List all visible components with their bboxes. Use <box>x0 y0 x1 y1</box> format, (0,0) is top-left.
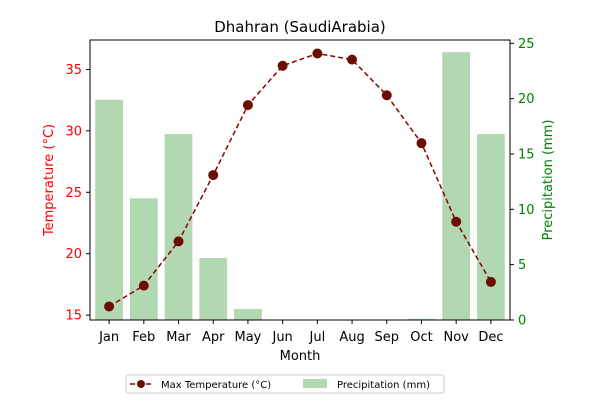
temperature-point-feb <box>138 280 149 291</box>
temperature-line <box>108 52 492 308</box>
right-y-tick-label: 15 <box>518 147 535 162</box>
precipitation-bars <box>95 52 505 321</box>
left-y-tick-label: 15 <box>65 309 82 324</box>
legend-bar-swatch <box>303 379 327 388</box>
left-y-tick-label: 25 <box>65 186 82 201</box>
left-y-tick-label: 35 <box>65 63 82 78</box>
temperature-point-nov <box>451 216 462 227</box>
temperature-point-aug <box>347 54 358 65</box>
x-axis-ticks: Jan Feb Mar Apr May Jun Jul Aug Sep Oct Nov Dec <box>98 320 503 345</box>
precipitation-bar-apr <box>199 258 228 320</box>
legend-box <box>125 374 445 394</box>
x-tick-label: Dec <box>478 330 503 345</box>
left-y-tick-label: 30 <box>65 124 82 139</box>
right-y-tick-label: 10 <box>518 203 535 218</box>
precipitation-bar-mar <box>164 134 193 320</box>
right-y-axis-title: Precipitation (mm) <box>541 120 556 241</box>
precipitation-bar-nov <box>442 52 471 321</box>
right-y-tick-label: 0 <box>518 314 526 329</box>
legend-marker-swatch <box>137 380 145 388</box>
x-tick-label: May <box>234 330 261 345</box>
temperature-point-jun <box>277 60 288 71</box>
x-tick-label: Feb <box>132 330 155 345</box>
x-tick-label: Jan <box>98 330 119 345</box>
left-y-axis-title: Temperature (°C) <box>42 124 57 237</box>
precipitation-bar-oct <box>407 318 436 320</box>
precipitation-bar-feb <box>129 198 158 320</box>
right-y-tick-label: 5 <box>518 258 526 273</box>
x-tick-label: Sep <box>375 330 400 345</box>
x-tick-label: Jun <box>271 330 292 345</box>
legend-label-precipitation: Precipitation (mm) <box>337 380 430 391</box>
temperature-point-mar <box>173 236 184 247</box>
legend: Max Temperature (°C) Precipitation (mm) <box>125 374 445 394</box>
right-y-tick-label: 25 <box>518 37 535 52</box>
x-tick-label: Mar <box>166 330 191 345</box>
temperature-point-sep <box>381 90 392 101</box>
right-y-tick-label: 20 <box>518 92 535 107</box>
legend-label-temperature: Max Temperature (°C) <box>161 380 271 391</box>
x-tick-label: Aug <box>339 330 364 345</box>
x-tick-label: Oct <box>410 330 432 345</box>
temperature-point-apr <box>208 170 219 181</box>
temperature-point-jan <box>104 301 115 312</box>
temperature-point-may <box>242 100 253 111</box>
x-tick-label: Nov <box>444 330 470 345</box>
precipitation-bar-jan <box>95 99 123 320</box>
temperature-point-dec <box>485 276 496 287</box>
chart-title: Dhahran (SaudiArabia) <box>214 18 386 36</box>
plot-frame <box>89 39 511 321</box>
precipitation-bar-dec <box>477 134 505 320</box>
left-y-axis-ticks: 15 20 25 30 35 <box>65 63 90 324</box>
x-tick-label: Jul <box>309 330 326 345</box>
x-axis-title: Month <box>280 349 321 364</box>
temperature-point-jul <box>312 48 323 59</box>
x-tick-label: Apr <box>202 330 225 345</box>
left-y-tick-label: 20 <box>65 247 82 262</box>
precipitation-bar-may <box>234 308 262 320</box>
right-y-axis-ticks: 0 5 10 15 20 25 <box>510 37 535 329</box>
temperature-line-series <box>104 48 496 312</box>
temperature-point-oct <box>416 138 427 149</box>
